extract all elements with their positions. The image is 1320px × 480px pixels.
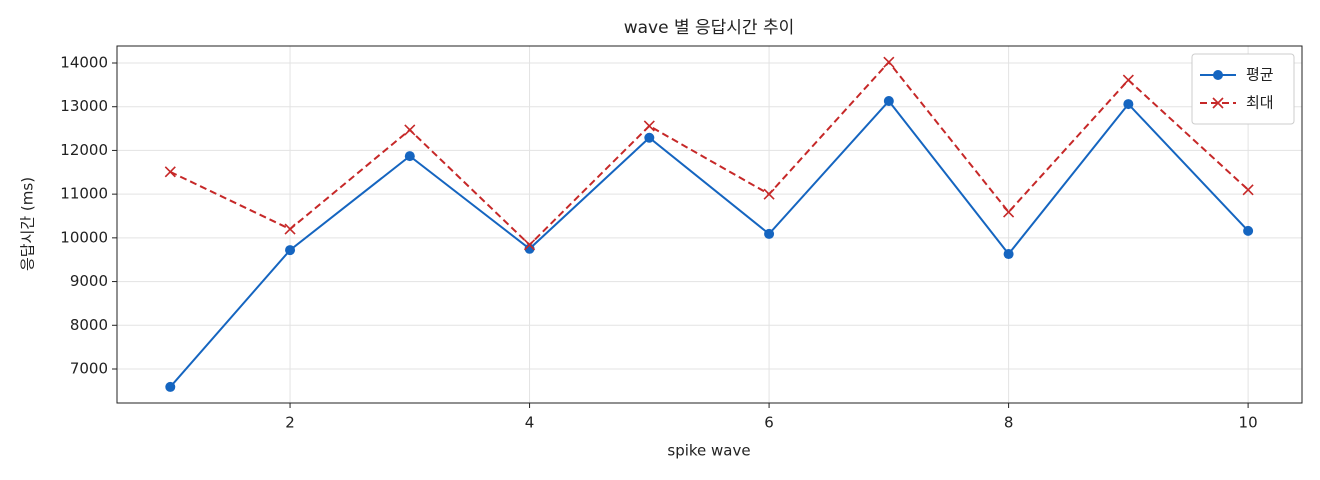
marker: [883, 96, 894, 107]
marker: [644, 132, 655, 143]
marker: [1003, 206, 1015, 218]
y-tick-label: 7000: [70, 359, 108, 377]
y-axis-label: 응답시간 (ms): [19, 177, 37, 271]
marker: [763, 188, 775, 200]
x-tick-label: 8: [1004, 414, 1014, 432]
y-tick-label: 13000: [60, 97, 108, 115]
marker: [883, 56, 895, 68]
x-tick-label: 4: [525, 414, 535, 432]
marker: [523, 239, 536, 251]
marker: [643, 120, 655, 132]
x-tick-label: 10: [1239, 414, 1258, 432]
x-tick-label: 6: [764, 414, 774, 432]
y-tick-label: 10000: [60, 228, 108, 246]
marker: [1242, 184, 1254, 196]
series-line: [169, 99, 1249, 388]
y-tick-label: 11000: [60, 185, 108, 203]
marker: [1243, 225, 1254, 236]
marker: [165, 381, 176, 392]
marker: [404, 151, 415, 162]
marker: [1212, 97, 1224, 109]
x-tick-label: 2: [285, 414, 295, 432]
marker: [1122, 74, 1134, 86]
marker: [764, 228, 775, 239]
marker: [1213, 70, 1223, 80]
legend-label: 최대: [1246, 94, 1274, 112]
y-tick-label: 14000: [60, 54, 108, 72]
y-tick-label: 12000: [60, 141, 108, 159]
x-axis-label: spike wave: [667, 442, 750, 460]
y-tick-label: 9000: [70, 272, 108, 290]
marker: [1003, 249, 1014, 260]
marker: [404, 124, 416, 136]
plot-frame: [116, 45, 1303, 404]
legend-box: [1191, 53, 1295, 125]
legend-label: 평균: [1246, 66, 1274, 84]
chart-title: wave 별 응답시간 추이: [624, 18, 795, 38]
marker: [284, 223, 296, 235]
marker: [164, 166, 176, 178]
series-line: [169, 60, 1249, 247]
marker: [285, 245, 296, 256]
marker: [1123, 99, 1134, 110]
y-tick-label: 8000: [70, 316, 108, 334]
